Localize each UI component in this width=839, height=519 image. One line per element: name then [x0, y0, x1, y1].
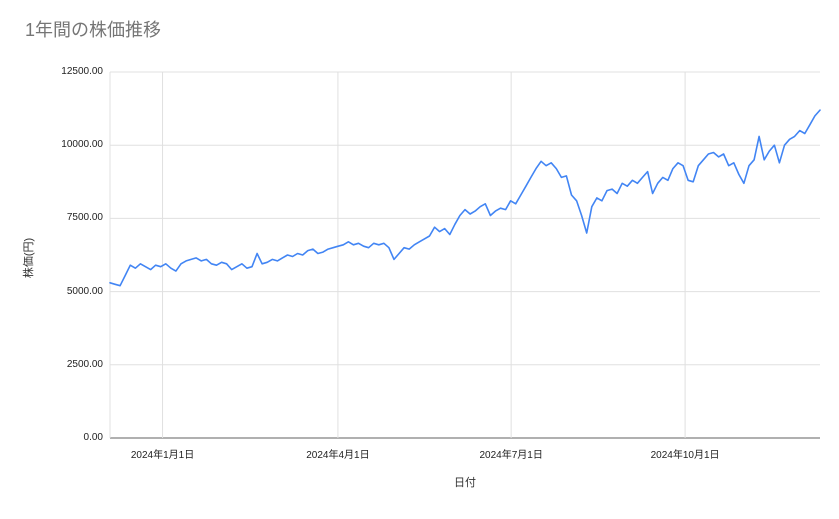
y-axis-tick-label: 2500.00: [66, 358, 103, 370]
x-axis-tick-label: 2024年10月1日: [650, 450, 720, 461]
stock-price-series-line: [109, 109, 821, 287]
y-axis-tick-label: 0.00: [83, 432, 103, 443]
y-axis-tick-label: 12500.00: [61, 66, 103, 77]
y-axis-tick-label: 5000.00: [66, 285, 103, 297]
x-axis-title: 日付: [454, 477, 476, 489]
y-axis-tick-label: 10000.00: [61, 139, 103, 151]
chart-title: 1年間の株価推移: [25, 20, 162, 40]
x-axis-tick-label: 2024年7月1日: [479, 450, 543, 461]
x-axis-tick-label: 2024年4月1日: [306, 450, 370, 461]
y-axis-tick-label: 7500.00: [66, 212, 103, 224]
y-axis-title: 株価(円): [23, 237, 35, 279]
x-axis-tick-label: 2024年1月1日: [130, 450, 195, 461]
